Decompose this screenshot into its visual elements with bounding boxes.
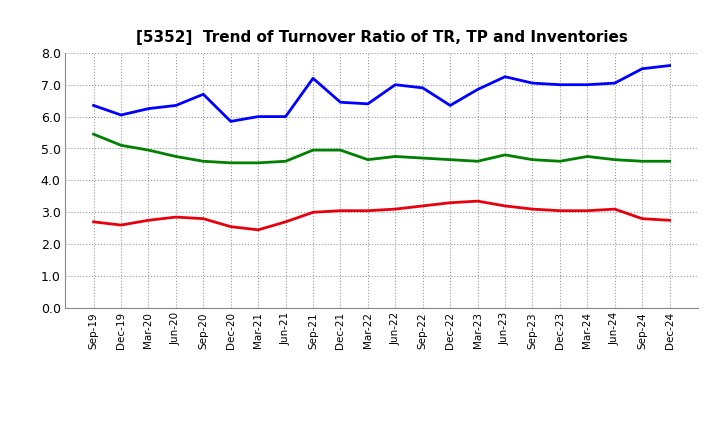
Trade Payables <box>418 85 427 91</box>
Inventories <box>117 143 125 148</box>
Inventories <box>171 154 180 159</box>
Trade Receivables <box>528 206 537 212</box>
Trade Receivables <box>282 219 290 224</box>
Trade Receivables <box>473 198 482 204</box>
Line: Trade Receivables: Trade Receivables <box>94 201 670 230</box>
Trade Payables <box>254 114 263 119</box>
Trade Payables <box>89 103 98 108</box>
Trade Receivables <box>391 206 400 212</box>
Trade Payables <box>171 103 180 108</box>
Inventories <box>391 154 400 159</box>
Inventories <box>611 157 619 162</box>
Trade Payables <box>144 106 153 111</box>
Trade Payables <box>364 101 372 106</box>
Trade Payables <box>446 103 454 108</box>
Trade Payables <box>611 81 619 86</box>
Trade Receivables <box>226 224 235 229</box>
Trade Payables <box>117 112 125 117</box>
Trade Receivables <box>199 216 207 221</box>
Title: [5352]  Trend of Turnover Ratio of TR, TP and Inventories: [5352] Trend of Turnover Ratio of TR, TP… <box>135 29 628 45</box>
Trade Payables <box>556 82 564 87</box>
Inventories <box>309 147 318 153</box>
Trade Receivables <box>638 216 647 221</box>
Inventories <box>418 155 427 161</box>
Trade Payables <box>309 76 318 81</box>
Trade Receivables <box>336 208 345 213</box>
Trade Receivables <box>89 219 98 224</box>
Trade Receivables <box>556 208 564 213</box>
Inventories <box>226 160 235 165</box>
Trade Payables <box>199 92 207 97</box>
Trade Receivables <box>364 208 372 213</box>
Trade Receivables <box>446 200 454 205</box>
Trade Receivables <box>309 210 318 215</box>
Trade Payables <box>583 82 592 87</box>
Inventories <box>556 159 564 164</box>
Inventories <box>473 159 482 164</box>
Trade Payables <box>391 82 400 87</box>
Trade Payables <box>226 119 235 124</box>
Inventories <box>500 152 509 158</box>
Trade Receivables <box>611 206 619 212</box>
Trade Payables <box>638 66 647 71</box>
Trade Receivables <box>254 227 263 232</box>
Inventories <box>254 160 263 165</box>
Trade Receivables <box>117 223 125 228</box>
Inventories <box>665 159 674 164</box>
Inventories <box>199 159 207 164</box>
Trade Payables <box>282 114 290 119</box>
Line: Trade Payables: Trade Payables <box>94 66 670 121</box>
Inventories <box>336 147 345 153</box>
Inventories <box>89 132 98 137</box>
Trade Receivables <box>418 203 427 209</box>
Inventories <box>528 157 537 162</box>
Trade Receivables <box>583 208 592 213</box>
Trade Payables <box>336 99 345 105</box>
Inventories <box>446 157 454 162</box>
Line: Inventories: Inventories <box>94 134 670 163</box>
Trade Payables <box>528 81 537 86</box>
Trade Payables <box>473 87 482 92</box>
Trade Receivables <box>171 214 180 220</box>
Trade Payables <box>500 74 509 79</box>
Trade Payables <box>665 63 674 68</box>
Inventories <box>638 159 647 164</box>
Trade Receivables <box>665 218 674 223</box>
Inventories <box>583 154 592 159</box>
Inventories <box>144 147 153 153</box>
Trade Receivables <box>500 203 509 209</box>
Trade Receivables <box>144 218 153 223</box>
Inventories <box>282 159 290 164</box>
Inventories <box>364 157 372 162</box>
